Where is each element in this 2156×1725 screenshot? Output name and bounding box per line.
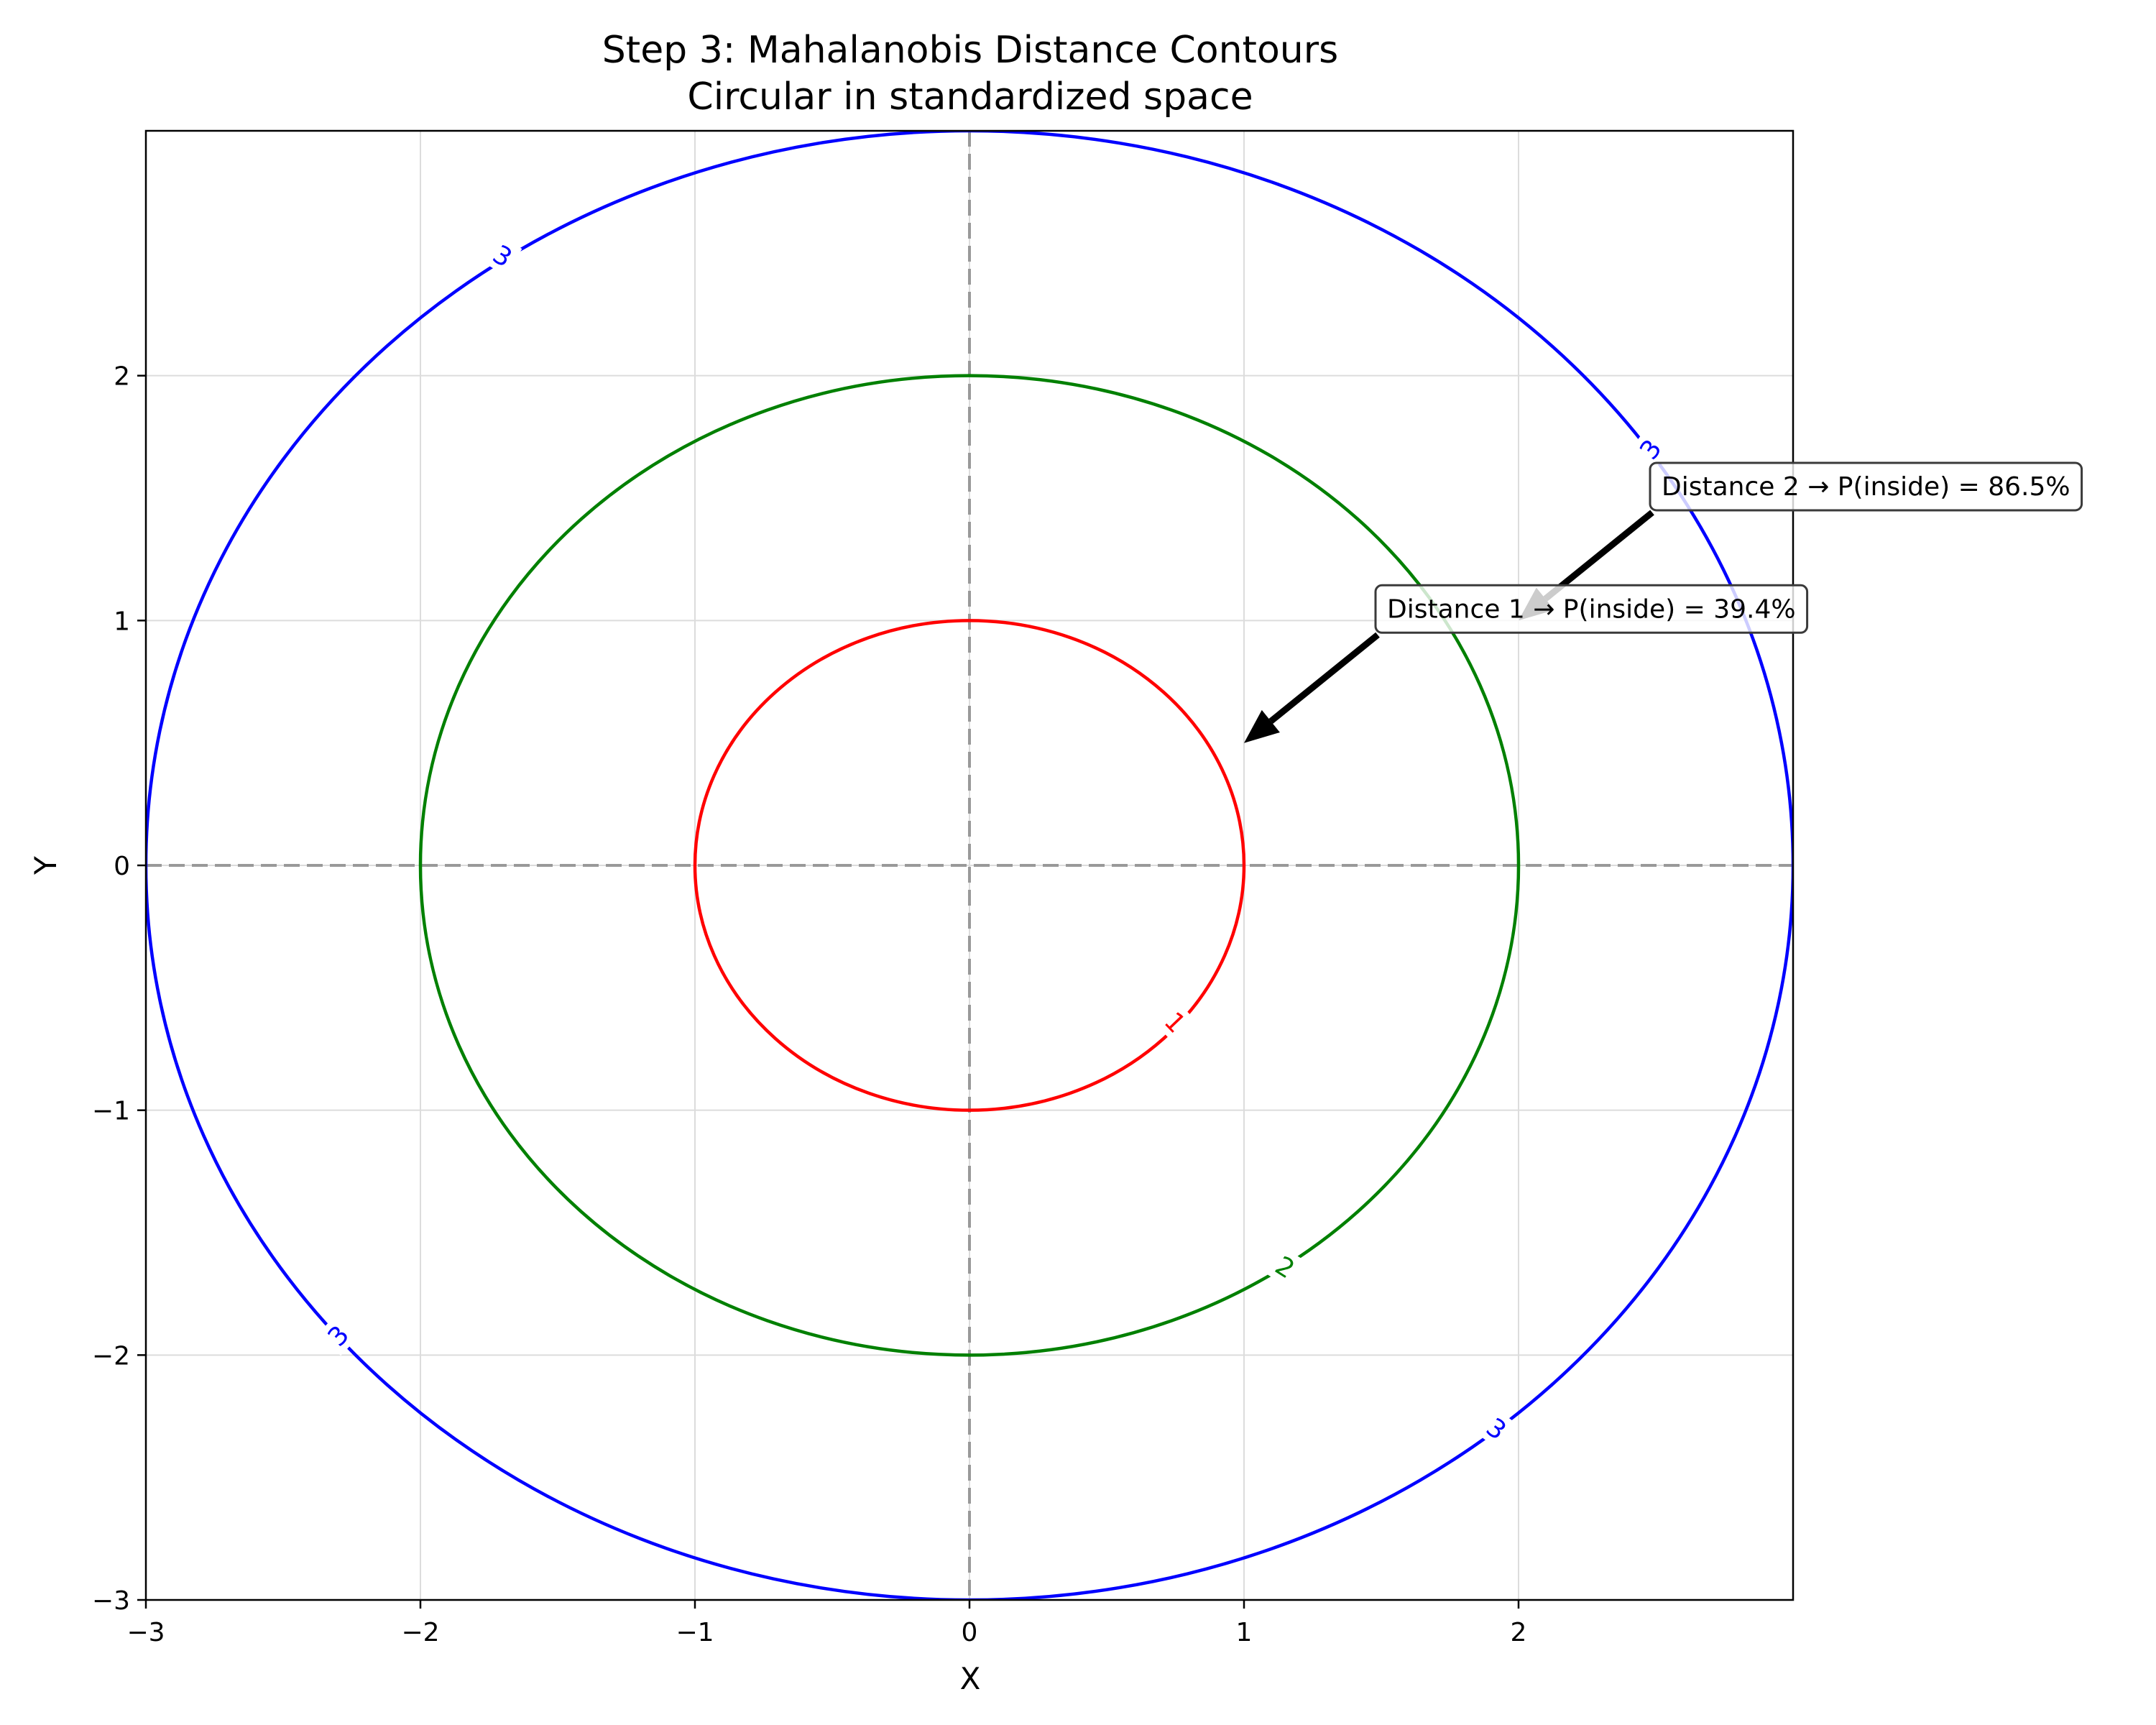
annotation-text-0: Distance 2 → P(inside) = 86.5% — [1662, 472, 2070, 502]
annotation-box-0 — [1649, 461, 2083, 512]
annotation-1: Distance 1 → P(inside) = 39.4% — [1244, 584, 1809, 743]
axis-ticks: −3 −2 −1 0 1 2 −3 −2 −1 0 1 2 — [92, 362, 1527, 1647]
annotation-text-1: Distance 1 → P(inside) = 39.4% — [1387, 594, 1796, 624]
y-tick-label-1: −2 — [92, 1341, 130, 1371]
y-tick-label-4: 1 — [114, 607, 130, 636]
chart-title: Step 3: Mahalanobis Distance Contours — [602, 29, 1338, 72]
y-tick-label-5: 2 — [114, 362, 130, 392]
annotation-0: Distance 2 → P(inside) = 86.5% — [1519, 461, 2083, 621]
y-tick-label-0: −3 — [92, 1586, 130, 1616]
contour-label-bg-1-0 — [1155, 1001, 1196, 1043]
x-tick-label-1: −2 — [401, 1618, 439, 1647]
contour-label-bg-2-0 — [1266, 1246, 1305, 1287]
x-tick-label-5: 2 — [1511, 1618, 1527, 1647]
x-tick-label-2: −1 — [676, 1618, 714, 1647]
x-tick-label-4: 1 — [1236, 1618, 1253, 1647]
annotation-arrow-head-1 — [1244, 709, 1280, 743]
annotation-box-1 — [1374, 584, 1809, 634]
contours — [146, 131, 1793, 1600]
annotation-arrow-shaft-1 — [1268, 632, 1380, 724]
y-tick-label-3: 0 — [114, 852, 130, 881]
x-tick-label-0: −3 — [126, 1618, 165, 1647]
chart-subtitle: Circular in standardized space — [687, 75, 1253, 119]
contour-label-bg-3-1 — [1629, 429, 1671, 469]
contour-label-bg-3-3 — [1476, 1408, 1516, 1449]
contour-level-2 — [418, 374, 1521, 1357]
y-axis-label: Y — [28, 856, 63, 875]
x-tick-label-3: 0 — [962, 1618, 978, 1647]
x-axis-label: X — [960, 1661, 981, 1696]
contour-label-bg-3-0 — [483, 235, 522, 276]
annotations: Distance 2 → P(inside) = 86.5% Distance 1… — [1244, 461, 2083, 743]
y-tick-label-2: −1 — [92, 1097, 130, 1126]
contour-level-1 — [693, 619, 1246, 1112]
contour-label-bg-3-2 — [318, 1315, 359, 1356]
